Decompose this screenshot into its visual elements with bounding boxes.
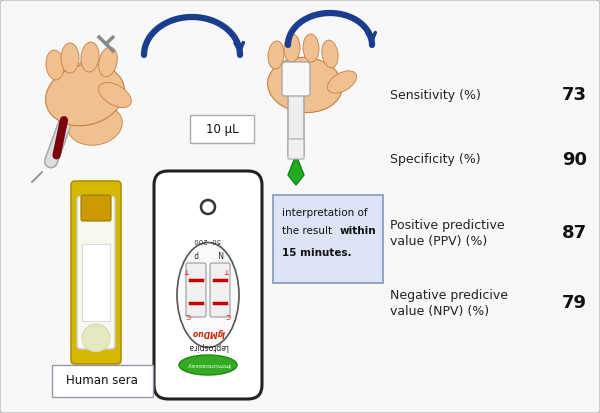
Text: Negative predicive: Negative predicive [390,289,508,301]
FancyBboxPatch shape [77,196,115,349]
Text: 50  200: 50 200 [194,237,221,243]
Text: value (NPV) (%): value (NPV) (%) [390,304,489,318]
FancyBboxPatch shape [154,171,262,399]
Ellipse shape [98,83,131,107]
Text: Sensitivity (%): Sensitivity (%) [390,88,481,102]
Ellipse shape [81,42,99,72]
Text: Specificity (%): Specificity (%) [390,154,481,166]
Text: 79: 79 [562,294,587,312]
Polygon shape [288,155,304,185]
FancyBboxPatch shape [82,244,110,321]
FancyBboxPatch shape [52,365,153,397]
Text: T: T [226,267,230,273]
Ellipse shape [46,50,64,80]
Text: Leptospira: Leptospira [188,342,228,351]
Text: P: P [194,249,199,257]
Ellipse shape [98,47,118,77]
FancyBboxPatch shape [288,83,304,157]
Text: T: T [186,267,190,273]
Ellipse shape [82,324,110,352]
Text: 73: 73 [562,86,587,104]
Text: Positive predictive: Positive predictive [390,218,505,232]
Text: Human sera: Human sera [66,375,138,387]
FancyBboxPatch shape [282,62,310,96]
Text: C: C [185,312,190,318]
Ellipse shape [177,242,239,347]
FancyBboxPatch shape [81,195,111,221]
Text: within: within [340,226,377,236]
FancyBboxPatch shape [186,263,206,317]
Ellipse shape [68,105,122,145]
Text: interpretation of: interpretation of [282,208,368,218]
Ellipse shape [328,71,356,93]
Ellipse shape [46,64,124,126]
Ellipse shape [322,40,338,68]
FancyBboxPatch shape [273,195,383,283]
Text: Immunoassay: Immunoassay [186,363,230,368]
Text: 15 minutes.: 15 minutes. [282,248,352,258]
Ellipse shape [284,34,300,62]
Ellipse shape [179,355,237,375]
FancyBboxPatch shape [71,181,121,364]
Text: value (PPV) (%): value (PPV) (%) [390,235,487,247]
FancyBboxPatch shape [210,263,230,317]
Text: N: N [217,249,223,257]
Ellipse shape [268,41,284,69]
Text: 87: 87 [562,224,587,242]
Text: 90: 90 [562,151,587,169]
Text: IgMDuo: IgMDuo [191,328,224,337]
FancyBboxPatch shape [288,139,304,159]
FancyBboxPatch shape [190,115,254,143]
Text: C: C [226,312,230,318]
Text: 10 μL: 10 μL [206,123,238,135]
Ellipse shape [268,57,343,113]
Text: the result: the result [282,226,335,236]
Ellipse shape [61,43,79,73]
Ellipse shape [303,34,319,62]
Circle shape [201,200,215,214]
